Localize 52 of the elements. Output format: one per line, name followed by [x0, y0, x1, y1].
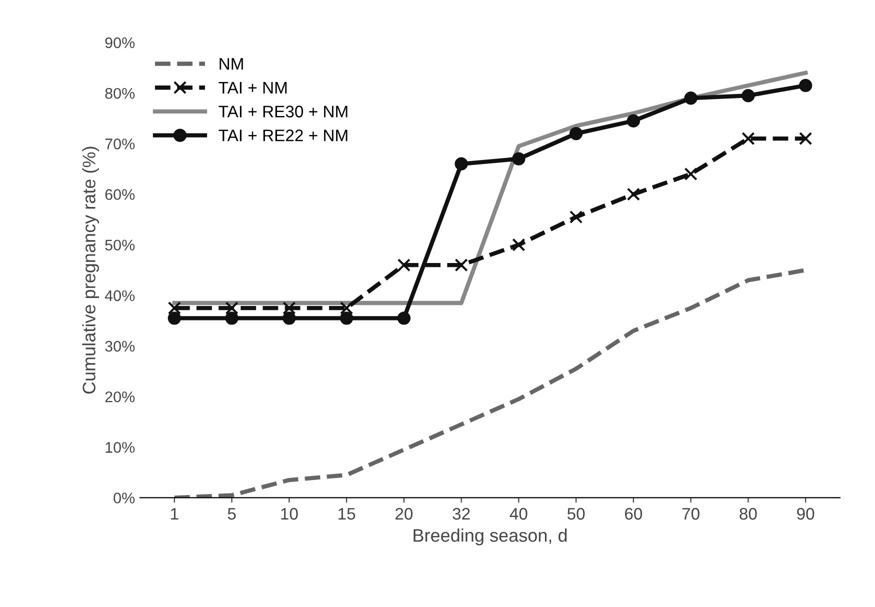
point: [225, 312, 238, 325]
point: [168, 312, 182, 325]
y-tick-label: 0%: [114, 492, 135, 504]
point: [798, 132, 812, 146]
y-tick-label: 90%: [105, 37, 135, 48]
x-tick-label: 15: [338, 508, 356, 520]
point: [569, 126, 583, 140]
y-axis-title: Cumulative pregnancy rate (%): [82, 146, 100, 394]
legend-label: TAI + NM: [218, 82, 287, 94]
point: [168, 301, 182, 315]
legend-label: TAI + RE22 + NM: [218, 130, 348, 142]
point: [742, 89, 755, 102]
y-tick-label: 40%: [104, 290, 135, 302]
point: [340, 301, 354, 315]
x-tick-label: 60: [625, 508, 642, 520]
x-tick-label: 50: [567, 508, 585, 520]
point: [569, 210, 583, 224]
x-tick-label: 70: [682, 508, 700, 520]
x-tick-label: 1: [171, 508, 178, 520]
x-tick-label: 40: [510, 508, 528, 520]
y-tick-label: 20%: [105, 391, 135, 402]
point: [225, 301, 238, 315]
point: [397, 258, 411, 272]
point: [397, 312, 411, 325]
y-tick-label: 50%: [105, 240, 135, 251]
point: [340, 312, 354, 325]
point: [454, 258, 468, 272]
point: [454, 157, 468, 170]
point: [684, 92, 698, 105]
legend-label: NM: [220, 58, 243, 70]
point: [282, 301, 296, 315]
point: [742, 132, 755, 146]
y-tick-label: 10%: [106, 442, 135, 453]
y-tick-label: 60%: [105, 189, 135, 200]
x-tick-label: 90: [797, 508, 814, 520]
x-axis-title: Breeding season, d: [414, 528, 567, 546]
point: [798, 78, 812, 92]
x-tick-label: 20: [396, 508, 413, 520]
legend-label: TAI + RE30 + NM: [218, 106, 348, 118]
point: [626, 114, 640, 128]
y-tick-label: 80%: [105, 88, 135, 99]
point: [512, 152, 526, 166]
x-tick-label: 80: [740, 508, 757, 520]
y-tick-label: 70%: [105, 138, 135, 150]
x-tick-label: 10: [281, 508, 298, 520]
x-tick-label: 5: [228, 508, 236, 520]
point: [626, 188, 640, 201]
y-tick-label: 30%: [105, 340, 135, 352]
point: [512, 238, 526, 252]
point: [684, 167, 698, 181]
x-tick-label: 32: [452, 508, 470, 520]
point: [282, 312, 296, 325]
